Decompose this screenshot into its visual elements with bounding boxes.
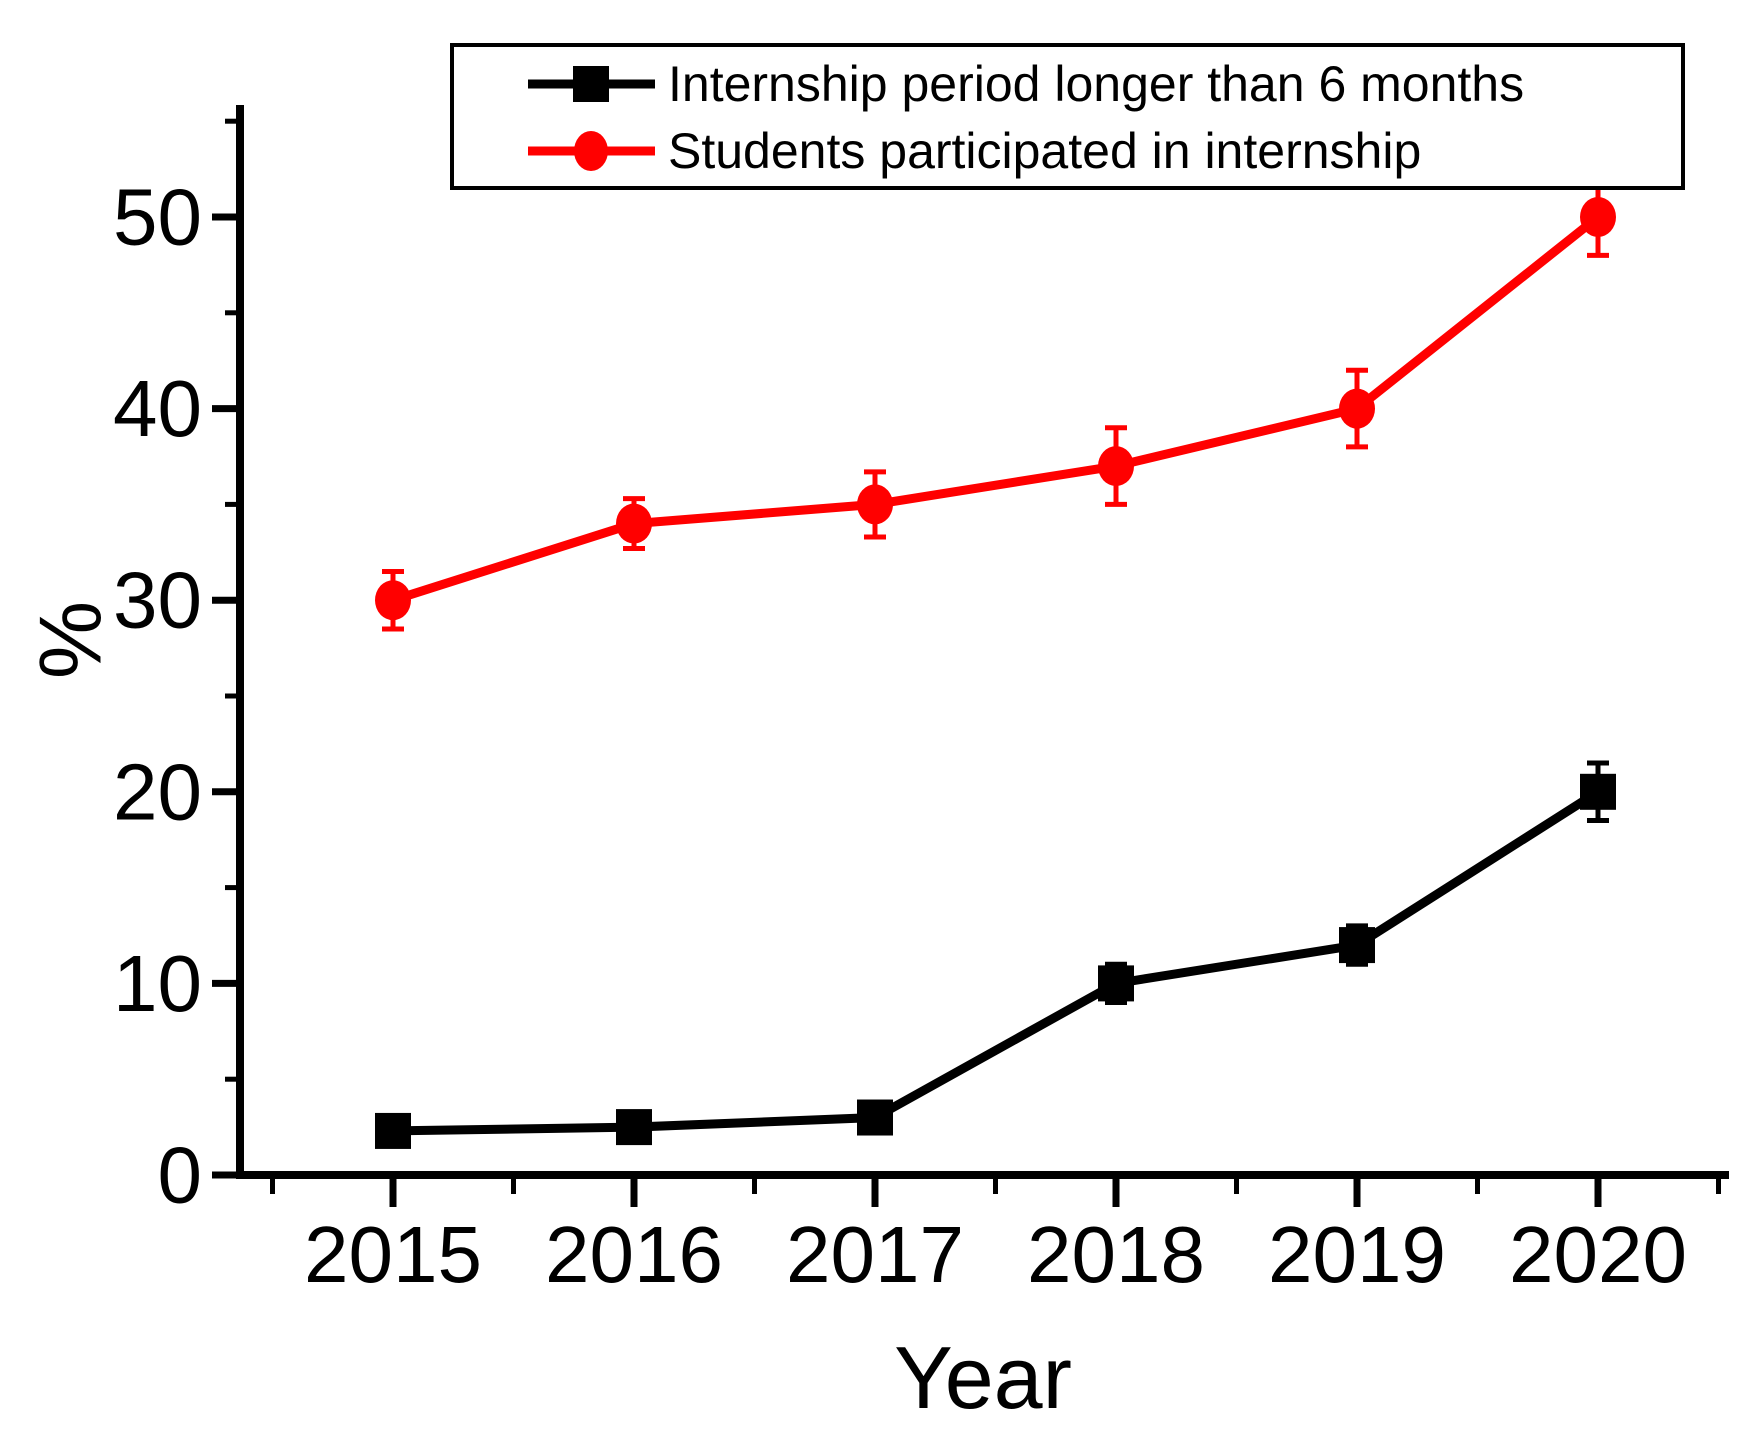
axes-layer: 0 10 20 30 40 50 2015 2016 2017 2018 2019 2020 [113, 105, 1729, 1299]
legend-square-marker [573, 66, 609, 102]
series-layer [375, 176, 1616, 1149]
x-tick-label: 2020 [1509, 1210, 1687, 1299]
data-point-circle [1339, 388, 1375, 429]
y-axis-title: % [21, 601, 120, 679]
x-tick-label: 2017 [786, 1210, 964, 1299]
data-point-circle [1580, 197, 1616, 237]
series-line [391, 213, 1601, 605]
y-tick-label: 20 [113, 747, 202, 836]
series-students-participated [375, 176, 1616, 632]
y-tick-label: 10 [113, 939, 202, 1028]
x-tick-label: 2016 [545, 1210, 723, 1299]
x-axis-title: Year [894, 1328, 1072, 1427]
legend: Internship period longer than 6 months St… [450, 43, 1685, 190]
series-line [392, 788, 1601, 1136]
data-point-circle [857, 484, 893, 525]
data-point-circle [1098, 446, 1134, 487]
legend-entry: Internship period longer than 6 months [528, 56, 1524, 112]
legend-label: Students participated in internship [668, 123, 1421, 179]
y-tick-label: 0 [158, 1131, 203, 1220]
data-point-circle [616, 503, 652, 544]
legend-label: Internship period longer than 6 months [668, 56, 1524, 112]
data-point-square [857, 1099, 893, 1136]
data-point-square [616, 1109, 652, 1146]
x-tick-label: 2019 [1268, 1210, 1446, 1299]
y-tick-label: 30 [113, 556, 202, 645]
series-internship-period [375, 760, 1616, 1149]
data-point-circle [375, 580, 411, 621]
data-point-square [1339, 927, 1375, 964]
legend-box [450, 43, 1685, 190]
data-point-square [1098, 965, 1134, 1002]
data-point-square [375, 1112, 411, 1149]
x-tick-label: 2015 [304, 1210, 482, 1299]
y-tick-label: 50 [113, 173, 202, 262]
legend-entry: Students participated in internship [528, 123, 1421, 179]
y-tick-label: 40 [113, 364, 202, 453]
data-point-square [1580, 773, 1616, 810]
x-tick-label: 2018 [1027, 1210, 1205, 1299]
legend-circle-marker [574, 131, 608, 171]
